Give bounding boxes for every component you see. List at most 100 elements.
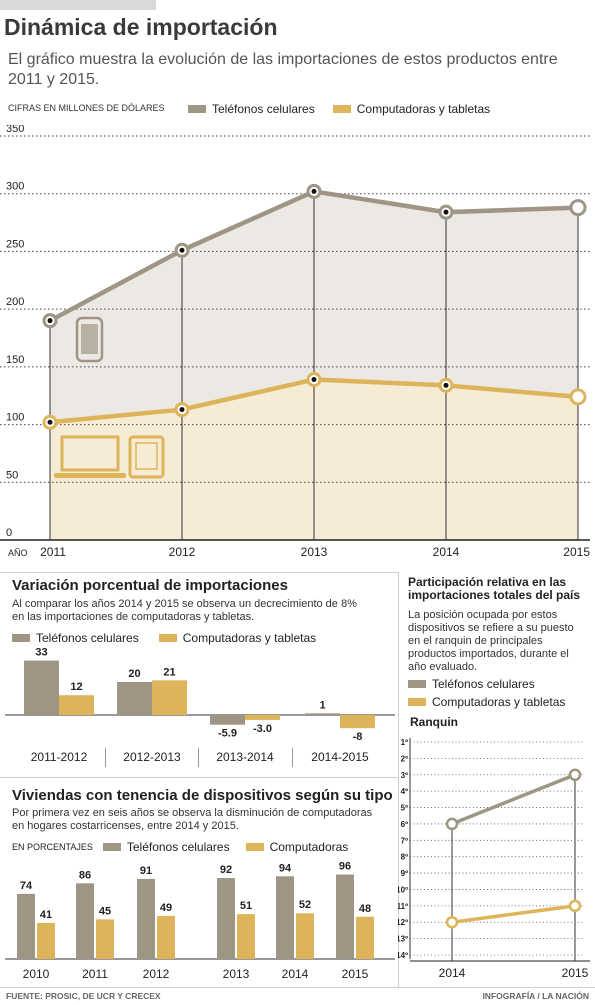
rank-tick-label: 2º [401, 754, 408, 763]
households-legend: EN PORCENTAJES Teléfonos celulares Compu… [12, 840, 348, 854]
bar-value-label: 45 [99, 905, 111, 917]
legend-label-phones: Teléfonos celulares [212, 102, 315, 116]
bar-value-label: 52 [299, 899, 311, 911]
computers-bar [237, 914, 255, 959]
phones-point-dot [311, 188, 317, 194]
phones-rank-point [568, 768, 582, 782]
x-axis-title: AÑO [8, 548, 28, 558]
phones-rank-point [445, 817, 459, 831]
footer-credit: INFOGRAFÍA / LA NACIÓN [482, 991, 589, 1001]
variation-text: Al comparar los años 2014 y 2015 se obse… [12, 598, 357, 623]
bar-value-label: 91 [140, 865, 152, 877]
phones-bar [24, 660, 59, 715]
phones-bar [17, 893, 35, 959]
variation-legend: Teléfonos celulares Computadoras y table… [12, 631, 316, 645]
y-tick-label: 350 [6, 125, 24, 135]
phones-point-dot [443, 209, 449, 215]
legend-swatch-phones [408, 680, 426, 688]
column-divider [398, 572, 399, 987]
households-text: Por primera vez en seis años se observa … [12, 807, 373, 832]
legend-label-phones: Teléfonos celulares [126, 840, 230, 854]
bar-value-label: 92 [220, 864, 232, 876]
computers-point-dot [443, 382, 449, 388]
rank-tick-label: 12º [398, 918, 408, 927]
computers-rank-point [568, 899, 582, 913]
households-title: Viviendas con tenencia de dispositivos s… [12, 787, 393, 804]
rank-tick-label: 11º [398, 902, 408, 911]
legend-label-phones: Teléfonos celulares [432, 677, 535, 691]
computers-bar [296, 913, 314, 959]
x-tick-label: 2014 [433, 545, 460, 559]
bar-value-label: 86 [79, 869, 91, 881]
phones-bar [305, 713, 340, 715]
y-tick-label: 300 [6, 181, 24, 193]
computers-bar [96, 919, 114, 959]
computers-bar [340, 715, 375, 729]
ranking-legend-computers: Computadoras y tabletas [408, 695, 565, 709]
bar-value-label: 20 [128, 668, 140, 680]
legend-label-computers: Computadoras [269, 840, 349, 854]
bar-value-label: 41 [40, 909, 52, 921]
phones-bar [336, 874, 354, 959]
rank-tick-label: 14º [398, 951, 408, 960]
category-label: 2012 [143, 967, 170, 981]
y-tick-label: 0 [6, 527, 12, 539]
bar-value-label: 12 [70, 681, 82, 693]
phone-icon [75, 316, 104, 363]
bar-value-label: 48 [359, 903, 371, 915]
category-label: 2014 [282, 967, 309, 981]
x-tick-label: 2014 [439, 966, 466, 980]
x-tick-label: 2015 [563, 545, 590, 559]
rank-tick-label: 13º [398, 935, 408, 944]
computers-bar [157, 915, 175, 959]
variation-bar-chart: 33 20 -5.9 1 12 21 -3.0 -8 2011-2012 2012-2013 201… [5, 647, 395, 767]
legend-swatch-phones [12, 634, 30, 642]
variation-title: Variación porcentual de importaciones [12, 577, 288, 594]
households-units: EN PORCENTAJES [12, 842, 93, 852]
legend-swatch-computers [408, 698, 426, 706]
rank-tick-label: 7º [401, 836, 408, 845]
legend-swatch-phones [102, 843, 121, 851]
bar-value-label: -3.0 [253, 723, 272, 735]
y-tick-label: 150 [6, 354, 24, 366]
phones-bar [76, 883, 94, 959]
x-tick-label: 2012 [169, 545, 196, 559]
tablet-icon [128, 435, 165, 479]
computers-point-dot [311, 377, 317, 383]
legend-label-computers: Computadoras y tabletas [432, 695, 566, 709]
bar-value-label: -8 [353, 731, 363, 743]
x-tick-label: 2015 [562, 966, 589, 980]
rank-tick-label: 8º [401, 853, 408, 862]
y-tick-label: 250 [6, 238, 24, 250]
units-label: CIFRAS EN MILLONES DE DÓLARES [8, 103, 165, 113]
phones-bar [210, 715, 245, 725]
phones-bar [276, 876, 294, 959]
legend-swatch-computers [245, 843, 264, 851]
rank-tick-label: 1º [401, 738, 408, 747]
ranking-line-chart: 1º 2º 3º 4º 5º 6º 7º 8º 9º 10º 11º 12º 13º 14º 2014 201… [398, 738, 590, 980]
legend-swatch-computers [332, 105, 351, 113]
computers-bar [245, 715, 280, 720]
phones-point [569, 199, 587, 217]
category-label: 2010 [23, 967, 50, 981]
bar-value-label: 96 [339, 861, 351, 873]
ranking-text: La posición ocupada por estos dispositiv… [408, 609, 574, 673]
computers-bar [59, 695, 94, 715]
footer-source: FUENTE: PROSIC, DE UCR Y CRECEX [6, 991, 161, 1001]
ranking-title: Participación relativa en las importacio… [408, 575, 581, 602]
bar-value-label: 21 [163, 666, 175, 678]
page-title: Dinámica de importación [4, 14, 278, 40]
bar-value-label: 51 [240, 900, 252, 912]
computers-rank-line [451, 904, 576, 924]
legend-label-computers: Computadoras y tabletas [356, 102, 491, 116]
computers-bar [37, 922, 55, 959]
x-tick-label: 2011 [40, 545, 66, 559]
ranking-axis-title: Ranquin [410, 715, 458, 729]
computers-point [569, 388, 587, 406]
category-label: 2015 [342, 967, 369, 981]
section-divider [0, 777, 398, 778]
legend-label-computers: Computadoras y tabletas [182, 631, 317, 645]
computers-point-dot [47, 419, 53, 425]
computers-bar [356, 916, 374, 959]
rank-tick-label: 10º [398, 885, 408, 894]
